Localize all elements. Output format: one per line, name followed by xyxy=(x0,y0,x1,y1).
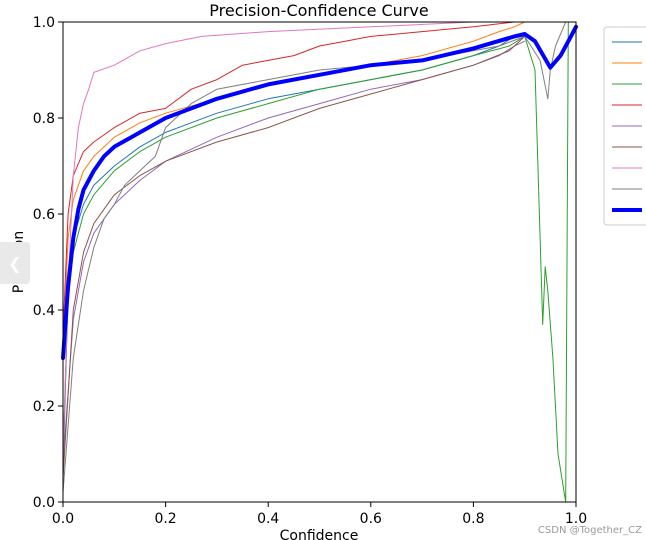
chart-title: Precision-Confidence Curve xyxy=(209,1,428,20)
series-line-9 xyxy=(61,24,578,360)
ticks-layer: 0.0 0.2 0.4 0.6 0.8 1.0 0.0 0.2 0.4 0.6 0.8 1.0 xyxy=(33,15,587,527)
plot-frame xyxy=(62,21,577,503)
x-tick-label: 0.4 xyxy=(257,511,279,527)
series-line-3 xyxy=(62,21,569,503)
y-tick-label: 0.8 xyxy=(33,111,55,127)
x-axis-label: Confidence xyxy=(280,528,359,540)
series-line-7 xyxy=(62,21,474,455)
chevron-left-icon: ❮ xyxy=(8,253,22,273)
side-handle[interactable]: ❮ xyxy=(0,242,30,284)
series-line-4 xyxy=(62,21,515,335)
x-tick-label: 0.6 xyxy=(360,511,382,527)
series-line-2 xyxy=(62,21,526,359)
x-tick-label: 0.2 xyxy=(154,511,176,527)
y-tick-label: 0.6 xyxy=(33,207,55,223)
watermark: CSDN @Together_CZ xyxy=(538,525,642,536)
series-line-5 xyxy=(62,40,526,465)
y-tick-label: 0.4 xyxy=(33,303,55,319)
y-tick-label: 0.2 xyxy=(33,399,55,415)
x-tick-label: 0.8 xyxy=(462,511,484,527)
series-line-1 xyxy=(62,35,526,479)
y-tick-label: 1.0 xyxy=(33,15,55,31)
series-layer xyxy=(61,21,578,503)
y-tick-label: 0.0 xyxy=(33,495,55,511)
x-tick-label: 0.0 xyxy=(52,511,74,527)
series-line-6 xyxy=(62,35,526,479)
legend xyxy=(603,26,646,226)
series-line-8 xyxy=(62,21,567,493)
x-tick-label: 1.0 xyxy=(565,511,587,527)
